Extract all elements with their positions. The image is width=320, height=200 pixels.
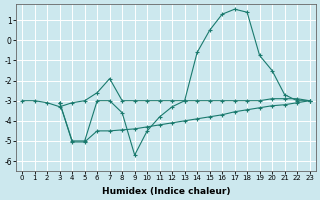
X-axis label: Humidex (Indice chaleur): Humidex (Indice chaleur) xyxy=(102,187,230,196)
